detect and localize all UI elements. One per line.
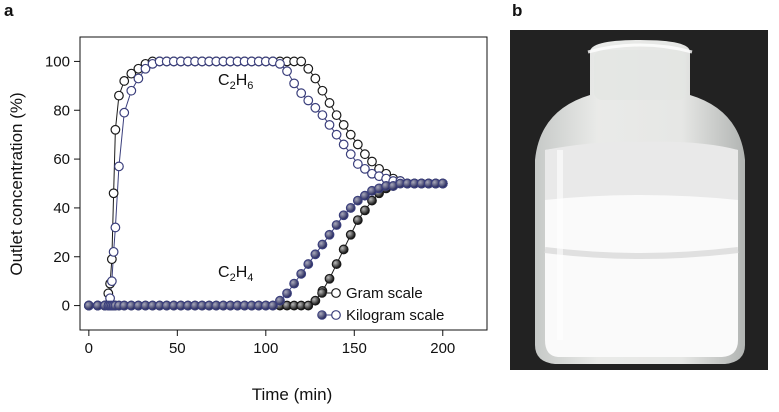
y-tick-label: 0 (62, 298, 70, 315)
marker-open (126, 68, 137, 79)
y-tick-label: 60 (53, 151, 70, 168)
marker-open (289, 78, 300, 89)
legend-marker (331, 288, 341, 298)
x-tick-label: 0 (85, 340, 93, 357)
x-tick-label: 150 (342, 340, 367, 357)
legend-label: Kilogram scale (346, 307, 444, 324)
marker-filled (289, 278, 300, 289)
marker-filled (437, 178, 448, 189)
marker-filled (324, 229, 335, 240)
marker-filled (324, 273, 335, 284)
marker-open (345, 149, 356, 160)
annotation: C2H6 (218, 72, 253, 92)
marker-filled (338, 244, 349, 255)
x-tick-label: 50 (169, 340, 186, 357)
marker-open (331, 129, 342, 140)
marker-filled (310, 295, 321, 306)
marker-filled (83, 300, 94, 311)
y-tick-label: 20 (53, 249, 70, 266)
marker-open (317, 85, 328, 96)
marker-filled (331, 220, 342, 230)
marker-open (345, 129, 356, 140)
marker-filled (331, 259, 342, 269)
marker-filled (303, 300, 314, 311)
marker-filled (317, 239, 328, 250)
x-axis-label: Time (min) (252, 385, 333, 404)
marker-open (338, 139, 349, 150)
plot-frame (79, 36, 488, 331)
marker-open (331, 110, 342, 121)
marker-open (108, 246, 119, 257)
marker-open (119, 107, 130, 118)
marker-open (360, 163, 370, 174)
annotation: C2H4 (218, 264, 253, 284)
legend-marker (317, 288, 327, 298)
marker-filled (303, 259, 314, 269)
marker-open (108, 188, 119, 199)
marker-open (352, 139, 363, 150)
marker-open (110, 124, 121, 135)
legend-marker (317, 310, 327, 320)
marker-filled (310, 249, 321, 260)
marker-open (338, 119, 349, 130)
marker-open (303, 63, 314, 74)
marker-open (310, 102, 321, 113)
marker-filled (267, 300, 278, 311)
panel-label: a (4, 1, 14, 20)
marker-filled (360, 205, 370, 216)
marker-open (360, 149, 370, 160)
panel-label: b (512, 1, 522, 20)
marker-open (119, 76, 130, 86)
y-tick-label: 100 (45, 53, 70, 70)
x-tick-label: 200 (430, 340, 455, 357)
marker-filled (296, 268, 307, 279)
marker-open (114, 90, 124, 101)
legend-marker (331, 310, 341, 320)
marker-open (133, 73, 144, 84)
photo (510, 30, 768, 370)
marker-open (282, 66, 292, 77)
marker-open (114, 161, 124, 172)
marker-open (106, 276, 117, 287)
marker-open (110, 222, 121, 233)
marker-open (275, 58, 285, 69)
marker-open (310, 73, 321, 84)
y-tick-label: 80 (53, 102, 70, 119)
marker-open (352, 159, 363, 169)
marker-open (317, 110, 328, 121)
marker-filled (360, 190, 370, 201)
x-tick-label: 100 (253, 340, 278, 357)
legend-label: Gram scale (346, 285, 423, 302)
marker-filled (338, 210, 349, 221)
marker-filled (345, 203, 356, 213)
marker-open (367, 156, 377, 167)
marker-filled (345, 229, 356, 240)
marker-open (140, 63, 151, 74)
marker-open (296, 56, 307, 67)
marker-filled (352, 195, 363, 206)
y-axis-label: Outlet concentration (%) (7, 92, 26, 275)
y-tick-label: 40 (53, 200, 70, 217)
marker-open (324, 98, 335, 108)
marker-open (126, 85, 137, 96)
marker-filled (367, 195, 377, 206)
marker-open (324, 119, 335, 130)
marker-filled (275, 295, 285, 306)
marker-open (303, 95, 314, 106)
marker-open (296, 88, 307, 99)
marker-filled (282, 288, 292, 299)
marker-filled (352, 215, 363, 226)
